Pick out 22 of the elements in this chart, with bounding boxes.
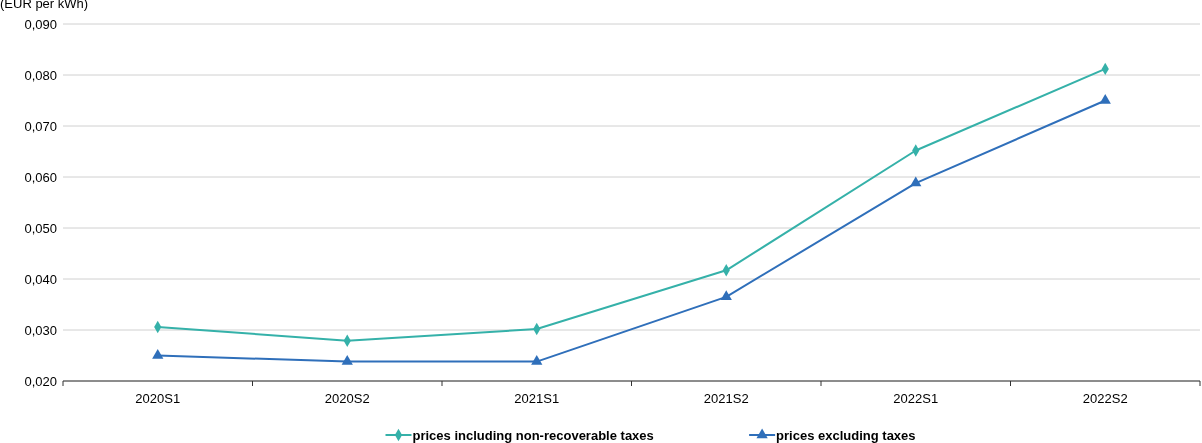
x-tick-label: 2021S1 (514, 391, 560, 406)
y-tick-label: 0,080 (24, 67, 57, 83)
y-tick-label: 0,060 (24, 169, 57, 185)
point (910, 176, 922, 187)
y-tick-label: 0,030 (24, 322, 57, 338)
point (1099, 93, 1111, 104)
y-tick-label: 0,040 (24, 271, 57, 287)
point (341, 355, 353, 365)
y-tick-label: 0,070 (24, 118, 57, 134)
legend-label: prices excluding taxes (776, 427, 916, 443)
y-tick-label: 0,050 (24, 220, 57, 236)
point (152, 348, 164, 359)
y-tick-label: 0,090 (24, 16, 57, 32)
legend-label: prices including non-recoverable taxes (412, 427, 654, 443)
x-tick-label: 2021S2 (703, 391, 749, 406)
point (720, 290, 732, 301)
point (531, 355, 543, 365)
x-tick-label: 2020S2 (324, 391, 370, 406)
x-tick-label: 2022S1 (893, 391, 939, 406)
y-tick-label: 0,020 (24, 373, 57, 389)
x-tick-label: 2022S2 (1082, 391, 1128, 406)
x-tick-label: 2020S1 (135, 391, 181, 406)
